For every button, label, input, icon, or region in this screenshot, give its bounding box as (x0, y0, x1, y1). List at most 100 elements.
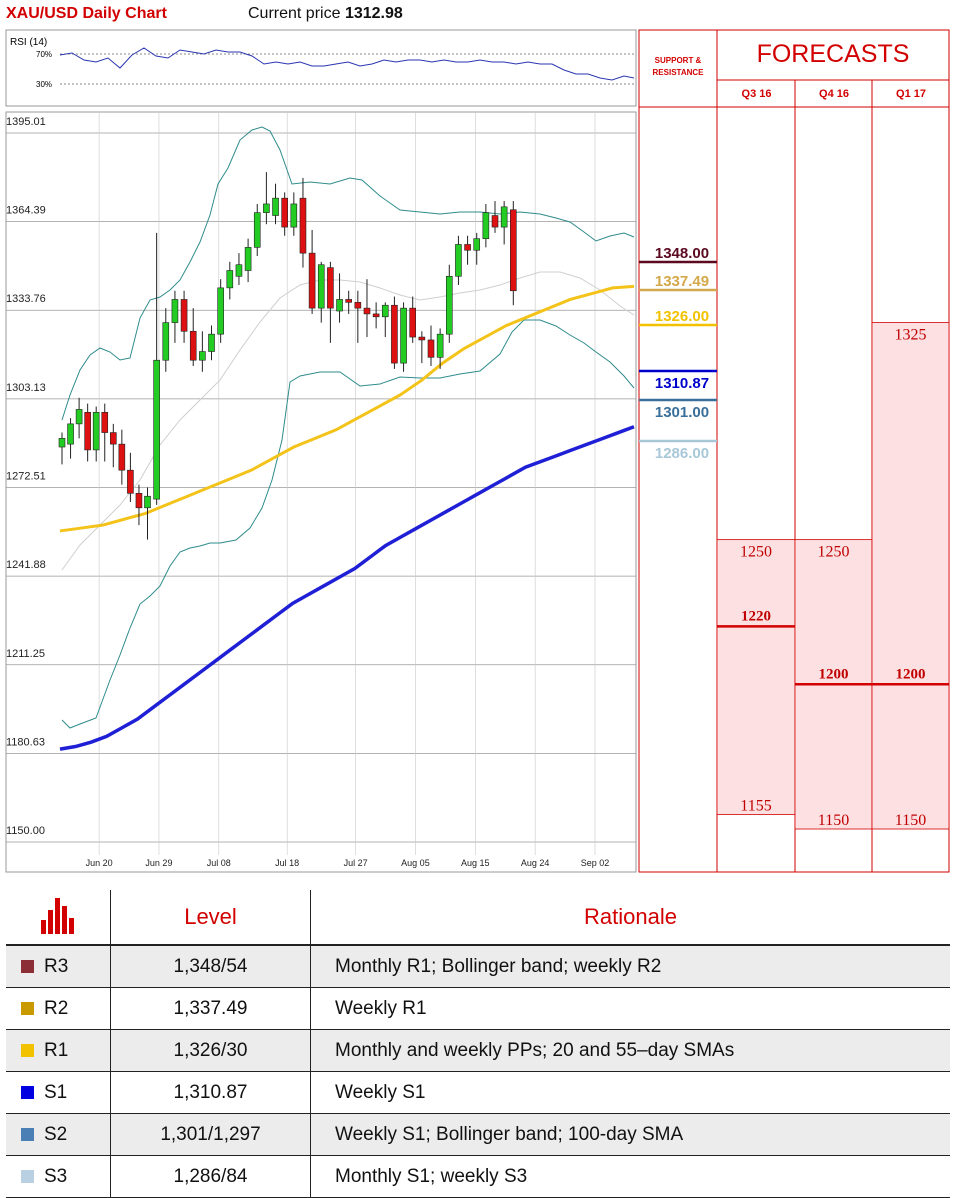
x-tick-label: Aug 15 (461, 858, 490, 868)
candle (327, 261, 334, 343)
col-rationale-header: Rationale (310, 890, 950, 946)
rsi-line (59, 47, 635, 81)
candle (409, 296, 417, 343)
current-price: Current price 1312.98 (248, 5, 403, 23)
levels-table: Level Rationale R3 1,348/54 Monthly R1; Bo… (6, 890, 950, 1198)
candle-body-up (171, 299, 179, 323)
rsi-30-label: 30% (36, 80, 52, 89)
candle-body-up (473, 238, 481, 251)
level-swatch (21, 1127, 34, 1141)
candle (290, 192, 298, 236)
price-panel (5, 111, 637, 873)
candle-body-up (336, 299, 343, 312)
candle-body-down (299, 197, 307, 254)
level-value: 1,348/54 (110, 945, 311, 988)
candle (491, 201, 499, 233)
candle (208, 325, 215, 361)
col-level-header: Level (110, 890, 311, 946)
x-tick-label: Jun 29 (145, 858, 172, 868)
candle-body-up (226, 270, 234, 289)
candle (427, 325, 435, 366)
candle (509, 201, 517, 306)
current-price-label: Current price (248, 5, 341, 22)
sr-header: SUPPORT & RESISTANCE (652, 56, 704, 77)
candle-body-up (290, 203, 298, 228)
candle (67, 418, 74, 459)
candle (162, 308, 170, 372)
y-tick-label: 1150.00 (6, 825, 45, 837)
forecast-high: 1250 (818, 544, 850, 561)
forecast-low: 1150 (818, 812, 849, 829)
candle (500, 201, 508, 245)
candle-body-down (464, 244, 471, 251)
chart-title: XAU/USD Daily Chart (6, 5, 167, 22)
level-rationale: Weekly R1 (310, 987, 950, 1030)
candle (391, 296, 398, 369)
candle (308, 229, 316, 314)
x-tick-label: Aug 24 (521, 858, 550, 868)
candle (226, 261, 234, 300)
forecast-low: 1150 (895, 812, 926, 829)
x-tick-label: Jul 27 (344, 858, 368, 868)
candle-body-down (127, 469, 134, 494)
bar-chart-icon (6, 890, 111, 946)
candle-body-up (75, 409, 83, 425)
candle-body-down (308, 252, 316, 309)
candle-body-down (345, 299, 352, 303)
candle-body-up (317, 264, 325, 309)
rsi-label: RSI (14) (10, 37, 47, 48)
candle (253, 203, 261, 257)
sma-slow-line (59, 425, 635, 751)
candle-body-down (391, 304, 398, 364)
level-value: 1,301/1,297 (110, 1113, 311, 1156)
x-tick-label: Sep 02 (581, 858, 610, 868)
level-name: R3 (44, 955, 69, 977)
forecast-range (871, 322, 950, 830)
level-value: 1,337.49 (110, 987, 311, 1030)
level-name: R2 (44, 997, 69, 1019)
candle (272, 183, 279, 225)
candle-body-down (281, 197, 288, 228)
level-rationale: Monthly and weekly PPs; 20 and 55–day SM… (310, 1029, 950, 1072)
level-value: 1,326/30 (110, 1029, 311, 1072)
candle-body-down (189, 330, 197, 361)
candle (127, 452, 134, 503)
x-tick-label: Jul 08 (207, 858, 231, 868)
candle-body-down (180, 299, 188, 332)
sr-level-label: 1286.00 (655, 445, 709, 462)
candle-body-down (135, 493, 143, 509)
candle-body-down (354, 302, 362, 309)
candle-body-down (110, 432, 117, 445)
candle-body-down (84, 411, 91, 451)
candle-body-down (427, 339, 435, 358)
table-row: R1 1,326/30 Monthly and weekly PPs; 20 and… (6, 1029, 950, 1072)
y-tick-label: 1241.88 (6, 559, 46, 571)
candle (153, 232, 160, 505)
forecast-mid: 1200 (819, 666, 849, 682)
level-swatch (21, 1169, 34, 1183)
quarter-q3: Q3 16 (741, 88, 772, 100)
level-rationale: Weekly S1; Bollinger band; 100-day SMA (310, 1113, 950, 1156)
support-resistance-levels: 1348.00 1337.49 1326.00 1310.87 1301.00 1286.… (639, 245, 717, 462)
candle (455, 235, 462, 285)
candle-body-up (92, 411, 100, 451)
candle (436, 328, 444, 369)
level-name-cell: S1 (6, 1071, 111, 1114)
level-rationale: Weekly S1 (310, 1071, 950, 1114)
forecast-low: 1155 (740, 798, 771, 815)
y-axis: 1395.01 1364.39 1333.76 1303.13 1272.51 1241.… (6, 116, 46, 837)
forecast-mid: 1200 (896, 666, 926, 682)
candle-body-up (445, 275, 453, 335)
candle-body-up (455, 244, 462, 277)
candle (473, 232, 481, 265)
candle (217, 279, 224, 343)
x-tick-label: Jun 20 (86, 858, 113, 868)
table-row: S2 1,301/1,297 Weekly S1; Bollinger band; … (6, 1113, 950, 1156)
candle-body-down (372, 313, 380, 318)
forecast-ranges: 1250 1220 1155 1250 1200 1150 1325 1200 1150 (716, 322, 950, 830)
table-row: R2 1,337.49 Weekly R1 (6, 987, 950, 1030)
level-swatch (21, 1043, 34, 1057)
candle-body-down (409, 307, 417, 338)
candle (482, 203, 490, 248)
level-rationale: Monthly S1; weekly S3 (310, 1155, 950, 1198)
